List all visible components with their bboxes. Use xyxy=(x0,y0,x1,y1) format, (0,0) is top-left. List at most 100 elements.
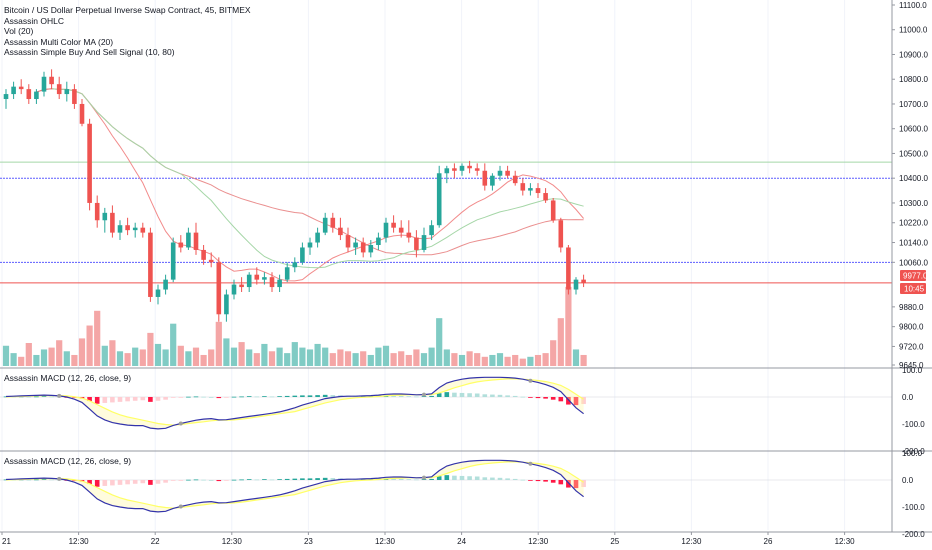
macd2-label[interactable]: Assassin MACD (12, 26, close, 9) xyxy=(4,456,132,466)
volume-bar xyxy=(458,354,466,366)
candle-body[interactable] xyxy=(72,89,77,104)
candle-body[interactable] xyxy=(558,220,564,248)
candle-body[interactable] xyxy=(376,237,381,245)
candle-body[interactable] xyxy=(26,89,32,100)
candle-body[interactable] xyxy=(284,267,290,280)
candle-body[interactable] xyxy=(132,227,138,231)
candle-body[interactable] xyxy=(11,86,16,95)
candle-body[interactable] xyxy=(459,165,465,171)
candle-body[interactable] xyxy=(216,262,222,315)
macd-histogram-bar xyxy=(125,397,130,402)
time-axis[interactable]: 21 12:30 22 12:30 23 12:30 24 12:30 25 12:30 26 12:… xyxy=(1,532,855,546)
candle-body[interactable] xyxy=(246,274,252,288)
candle-body[interactable] xyxy=(34,91,39,100)
candle-body[interactable] xyxy=(79,103,85,124)
volume-bar xyxy=(2,345,10,366)
candle-body[interactable] xyxy=(322,217,328,233)
candle-body[interactable] xyxy=(178,242,184,248)
candlesticks[interactable] xyxy=(3,69,586,322)
candle-body[interactable] xyxy=(505,170,510,176)
indicator-ma[interactable]: Assassin Multi Color MA (20) xyxy=(4,36,114,47)
candle-body[interactable] xyxy=(497,170,503,176)
candle-body[interactable] xyxy=(186,232,191,248)
candle-body[interactable] xyxy=(224,294,229,315)
candle-body[interactable] xyxy=(148,232,153,297)
candle-body[interactable] xyxy=(239,284,244,288)
candle-body[interactable] xyxy=(254,274,260,280)
candle-body[interactable] xyxy=(94,202,100,221)
candle-body[interactable] xyxy=(64,89,70,95)
time-tick-label: 12:30 xyxy=(375,537,396,546)
candle-body[interactable] xyxy=(208,259,214,263)
candle-body[interactable] xyxy=(330,217,336,228)
candle-body[interactable] xyxy=(125,225,130,231)
candle-body[interactable] xyxy=(262,277,267,280)
chart-title[interactable]: Bitcoin / US Dollar Perpetual Inverse Sw… xyxy=(4,5,251,15)
candle-body[interactable] xyxy=(3,94,9,100)
candle-body[interactable] xyxy=(398,227,404,233)
candle-body[interactable] xyxy=(360,242,366,253)
candle-body[interactable] xyxy=(566,247,571,290)
candle-body[interactable] xyxy=(573,279,579,290)
candle-body[interactable] xyxy=(231,284,237,295)
candle-body[interactable] xyxy=(482,170,488,186)
main-legend: Bitcoin / US Dollar Perpetual Inverse Sw… xyxy=(4,5,251,58)
candle-body[interactable] xyxy=(353,242,358,248)
candle-body[interactable] xyxy=(49,76,54,85)
candle-body[interactable] xyxy=(391,222,396,228)
candle-body[interactable] xyxy=(421,235,427,250)
candle-body[interactable] xyxy=(528,188,533,191)
candle-body[interactable] xyxy=(429,225,434,236)
candle-body[interactable] xyxy=(345,235,351,248)
macd-histogram-bar xyxy=(505,478,510,480)
candle-body[interactable] xyxy=(140,227,146,233)
candle-body[interactable] xyxy=(102,212,108,221)
candle-body[interactable] xyxy=(41,76,47,92)
candle-body[interactable] xyxy=(300,247,305,263)
candle-body[interactable] xyxy=(163,279,168,290)
candle-body[interactable] xyxy=(581,279,586,283)
candle-body[interactable] xyxy=(520,183,526,191)
indicator-ohlc[interactable]: Assassin OHLC xyxy=(4,15,64,26)
candle-body[interactable] xyxy=(490,175,495,186)
candle-body[interactable] xyxy=(315,232,320,243)
candle-body[interactable] xyxy=(406,232,412,238)
candle-body[interactable] xyxy=(436,173,442,226)
macd-histogram-bar xyxy=(292,478,298,480)
candle-body[interactable] xyxy=(117,225,123,233)
candle-body[interactable] xyxy=(307,242,313,248)
candle-body[interactable] xyxy=(338,227,343,236)
candle-body[interactable] xyxy=(535,188,541,194)
candle-body[interactable] xyxy=(269,277,275,288)
candle-body[interactable] xyxy=(18,86,24,90)
candle-body[interactable] xyxy=(201,249,206,260)
candle-body[interactable] xyxy=(56,84,62,95)
moving-averages xyxy=(36,88,584,282)
volume-bar xyxy=(253,353,260,366)
candle-body[interactable] xyxy=(474,168,480,171)
candle-body[interactable] xyxy=(467,165,472,169)
candle-body[interactable] xyxy=(155,289,161,297)
candle-body[interactable] xyxy=(110,212,115,233)
macd-histogram-bar xyxy=(444,475,450,480)
candle-body[interactable] xyxy=(292,262,298,268)
indicator-vol[interactable]: Vol (20) xyxy=(4,26,34,37)
candle-body[interactable] xyxy=(444,168,450,174)
candle-body[interactable] xyxy=(383,222,389,238)
candle-body[interactable] xyxy=(368,245,374,253)
candle-body[interactable] xyxy=(414,237,419,250)
candle-body[interactable] xyxy=(543,193,548,201)
candle-body[interactable] xyxy=(550,200,556,221)
candle-body[interactable] xyxy=(452,168,457,171)
macd1-label[interactable]: Assassin MACD (12, 26, close, 9) xyxy=(4,373,132,383)
macd-histogram-bar xyxy=(246,479,252,480)
candle-body[interactable] xyxy=(277,279,282,288)
indicator-signal[interactable]: Assassin Simple Buy And Sell Signal (10,… xyxy=(4,47,175,58)
candle-body[interactable] xyxy=(512,175,518,184)
candle-body[interactable] xyxy=(87,123,92,203)
candle-body[interactable] xyxy=(170,242,176,280)
candle-body[interactable] xyxy=(193,232,199,250)
price-axis[interactable]: 11100.0 11000.0 10900.0 10800.0 10700.0 10600… xyxy=(892,1,928,370)
